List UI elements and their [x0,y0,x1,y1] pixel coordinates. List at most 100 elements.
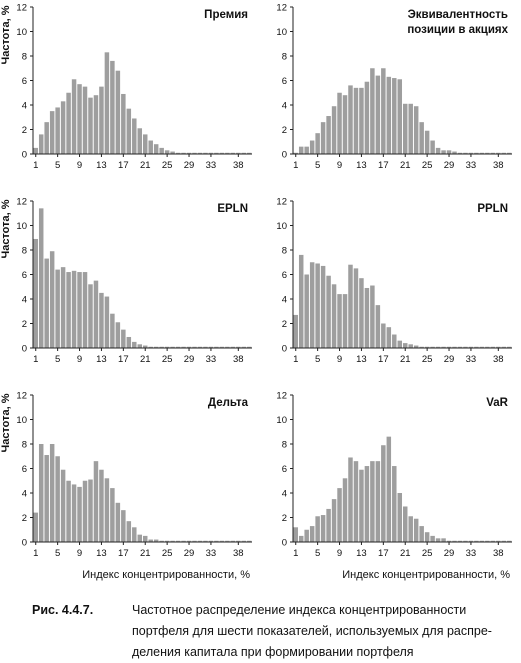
x-tick-label: 13 [356,160,367,171]
bar [413,106,419,154]
bar [309,140,315,154]
bar [298,535,304,543]
bar [353,87,359,154]
y-tick-label: 10 [276,27,287,38]
bar [359,278,364,348]
bar [230,152,236,154]
x-tick-label: 13 [356,354,367,365]
y-tick-label: 10 [16,27,27,38]
bar [457,346,463,348]
bar [148,140,153,154]
bar [219,346,225,348]
bar [208,346,214,348]
x-tick-label: 38 [233,354,244,365]
x-tick-label: 38 [493,354,504,365]
bar [71,484,77,542]
bar [501,346,507,348]
bar [364,81,370,154]
y-tick-label: 0 [22,150,27,161]
bar [175,346,181,348]
bar [337,488,342,542]
bar [230,540,236,542]
x-axis-label: Индекс концентрированности, % [82,569,250,581]
x-tick-label: 21 [400,354,411,365]
bar [479,346,485,348]
bar [457,540,463,542]
x-tick-label: 33 [206,160,217,171]
bar [342,95,348,154]
x-tick-label: 38 [493,160,504,171]
bar [402,506,408,542]
bar [225,152,230,154]
y-axis-label: Частота, % [0,199,12,258]
bar [236,152,241,154]
y-tick-label: 10 [16,221,27,232]
chart-title: Эквивалентность [408,9,508,21]
y-tick-label: 6 [282,464,287,475]
bar [430,535,435,543]
x-axis-label: Индекс концентрированности, % [342,569,510,581]
y-tick-label: 6 [22,270,27,281]
x-tick-label: 38 [233,548,244,559]
bar [496,346,501,348]
bar [33,238,38,348]
y-tick-label: 8 [282,246,287,257]
bar [408,344,413,348]
bar [397,340,403,348]
bar [507,152,512,154]
bar [381,323,386,348]
bar [236,346,241,348]
bar [424,532,430,542]
x-tick-label: 25 [422,354,433,365]
bar [55,107,60,154]
x-tick-label: 17 [118,548,129,559]
bar [55,456,60,542]
x-tick-label: 21 [400,548,411,559]
bar [186,540,192,542]
x-tick-label: 29 [444,354,455,365]
x-tick-label: 1 [293,354,298,365]
bar [82,272,88,348]
bar [208,152,214,154]
bar [315,516,320,542]
bar [430,140,435,154]
bar [441,538,446,542]
bar [490,540,496,542]
chart-panel-6: 0 2 4 6 8 10 12 1 5 9 13 17 21 25 29 33 38 VaR Индекс конц… [276,391,512,581]
bar [159,346,164,348]
bar [71,270,77,348]
x-tick-label: 33 [466,160,477,171]
bar [331,106,337,154]
bar [463,346,468,348]
y-tick-label: 4 [282,489,287,500]
bar [463,540,468,542]
x-tick-label: 21 [140,160,151,171]
bar [381,68,386,154]
bar [186,346,192,348]
bar [88,479,93,542]
x-tick-label: 21 [140,548,151,559]
y-tick-label: 0 [282,344,287,355]
bar [33,147,38,155]
x-tick-label: 5 [55,548,60,559]
bar [132,341,137,349]
bar [446,150,452,154]
bar [507,346,512,348]
y-tick-label: 2 [22,125,27,136]
y-tick-label: 0 [22,344,27,355]
bar [93,280,99,349]
bar [241,540,247,542]
y-tick-label: 12 [276,197,287,208]
bar [49,444,55,542]
bar [197,346,203,348]
y-tick-label: 2 [282,319,287,330]
y-tick-label: 12 [16,3,27,14]
bar [110,313,115,348]
bar [93,95,99,154]
y-axis-label: Частота, % [0,393,12,452]
y-tick-label: 8 [22,440,27,451]
bar [137,534,143,542]
bar [175,540,181,542]
bar [424,346,430,348]
bar [148,539,153,542]
